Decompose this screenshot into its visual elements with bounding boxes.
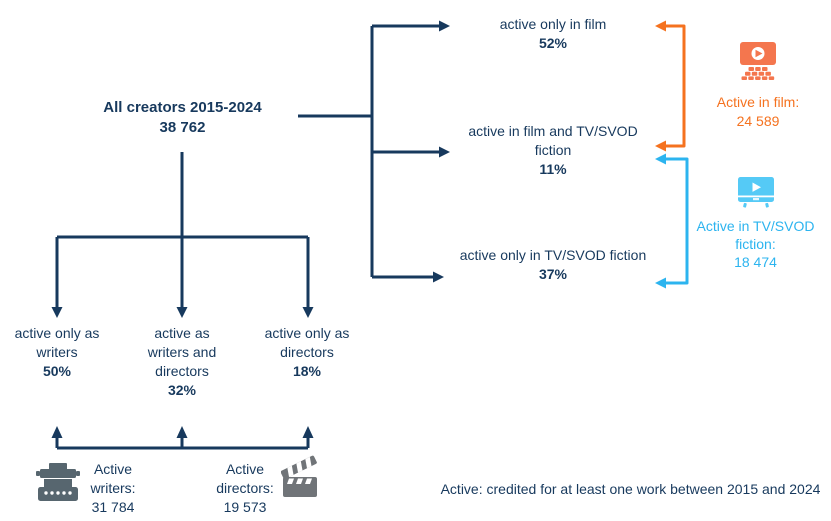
arrowhead-film-top — [655, 20, 666, 32]
arrowhead-role-3 — [302, 307, 314, 318]
root-node: All creators 2015-2024 38 762 — [80, 98, 285, 138]
tv-total-value: 18 474 — [734, 254, 777, 270]
role-branch-directors-only: active only as directors 18% — [250, 324, 364, 381]
branch-label: active only in TV/SVOD fiction — [459, 247, 647, 263]
arrowhead-media-2 — [439, 146, 450, 158]
writers-total: Active writers: 31 784 — [73, 460, 153, 517]
branch-label: active only as directors — [264, 325, 350, 360]
cinema-audience-icon — [739, 42, 777, 80]
media-branch-film-and-tv: active in film and TV/SVOD fiction 11% — [458, 122, 648, 179]
clapperboard-icon — [281, 455, 323, 500]
film-total-label: Active in film: — [716, 94, 800, 110]
film-total-value: 24 589 — [736, 113, 780, 129]
branch-pct: 32% — [167, 382, 197, 398]
writers-total-value: 31 784 — [91, 499, 135, 515]
branch-label: active only in film — [499, 16, 607, 32]
root-value: 38 762 — [159, 119, 206, 136]
typewriter-icon — [36, 463, 80, 504]
media-branch-tv-only: active only in TV/SVOD fiction 37% — [443, 246, 663, 284]
role-branch-writers-and-directors: active as writers and directors 32% — [136, 324, 228, 400]
arrowhead-tv-top — [655, 153, 666, 165]
tv-play-icon — [737, 177, 775, 208]
branch-pct: 18% — [292, 363, 322, 379]
arrowhead-media-3 — [433, 271, 444, 283]
media-branch-film-only: active only in film 52% — [443, 15, 663, 53]
arrowhead-media-1 — [439, 20, 450, 32]
arrowhead-total-2 — [176, 426, 188, 438]
tv-total: Active in TV/SVOD fiction: 18 474 — [688, 217, 823, 271]
arrowhead-film-bottom — [655, 140, 666, 152]
footnote: Active: credited for at least one work b… — [440, 481, 821, 497]
film-total: Active in film: 24 589 — [695, 93, 821, 131]
tv-total-label: Active in TV/SVOD fiction: — [696, 218, 815, 252]
tv-bracket — [662, 157, 689, 285]
directors-total: Active directors: 19 573 — [200, 460, 290, 517]
film-bracket — [662, 24, 686, 148]
branch-pct: 52% — [538, 35, 568, 51]
directors-total-label: Active directors: — [216, 461, 274, 496]
branch-pct: 50% — [42, 363, 72, 379]
arrowhead-role-1 — [51, 307, 63, 318]
branch-pct: 37% — [538, 266, 568, 282]
arrowhead-total-3 — [302, 426, 314, 438]
arrowhead-tv-bottom — [655, 277, 666, 289]
branch-label: active only as writers — [14, 325, 100, 360]
arrowhead-total-1 — [51, 426, 63, 438]
directors-total-value: 19 573 — [223, 499, 267, 515]
root-title: All creators 2015-2024 — [103, 99, 262, 116]
arrowhead-role-2 — [176, 307, 188, 318]
writers-total-label: Active writers: — [90, 461, 136, 496]
branch-label: active as writers and directors — [147, 325, 217, 379]
branch-label: active in film and TV/SVOD fiction — [468, 123, 638, 158]
branch-pct: 11% — [539, 161, 567, 177]
role-branch-writers-only: active only as writers 50% — [0, 324, 114, 381]
